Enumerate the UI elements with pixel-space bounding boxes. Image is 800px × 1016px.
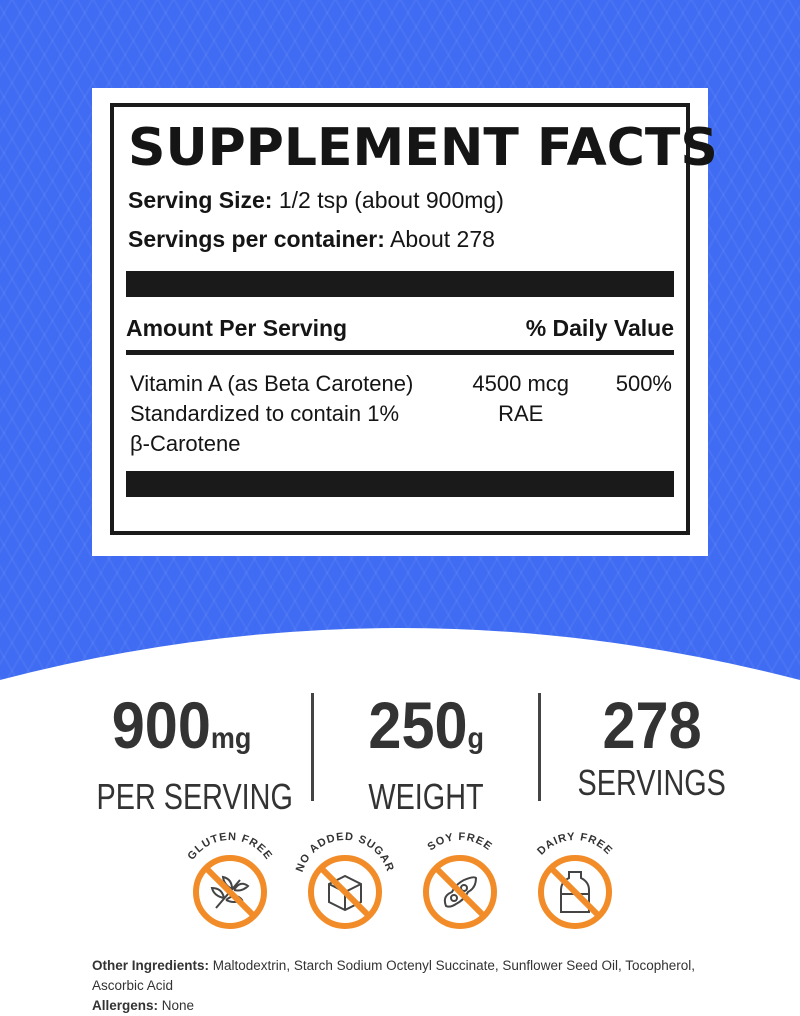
badge-soy-free: SOY FREE [405,825,515,935]
servings-per-container: Servings per container: About 278 [128,226,672,253]
stat-divider [311,693,314,801]
divider-bar [126,471,674,497]
servings-value: About 278 [390,226,495,252]
prohibition-slash-icon [433,865,487,919]
supplement-facts-label: SUPPLEMENT FACTS Serving Size: 1/2 tsp (… [92,88,718,556]
serving-size: Serving Size: 1/2 tsp (about 900mg) [128,187,672,214]
stat-unit: g [467,722,484,755]
prohibition-slash-icon [548,865,602,919]
white-curve [0,628,800,684]
stat-unit: mg [211,722,252,755]
stat-servings: 278 SERVINGS [542,690,762,804]
prohibition-circle-icon [193,855,267,929]
allergens-value: None [161,998,195,1013]
serving-size-label: Serving Size: [128,187,273,213]
table-row: Vitamin A (as Beta Carotene) Standardize… [128,355,672,469]
divider-bar [126,271,674,297]
allergens-label: Allergens: [92,998,159,1013]
badge-no-added-sugar: NO ADDED SUGAR [290,825,400,935]
stat-label: WEIGHT [368,776,484,817]
stat-label: SERVINGS [577,762,727,803]
nutrient-dv: 500% [615,371,672,396]
badges: GLUTEN FREE NO ADDED SUGAR SOY FREE DAIR… [0,825,800,935]
col-amount: Amount Per Serving [126,315,348,341]
ingredients-label: Other Ingredients: [92,958,210,973]
stat-weight: 250g WEIGHT [316,690,536,818]
other-ingredients: Other Ingredients: Maltodextrin, Starch … [92,956,712,996]
name-line: Vitamin A (as Beta Carotene) [130,371,414,396]
prohibition-circle-icon [308,855,382,929]
amount-line: RAE [498,401,544,426]
badge-label: SOY FREE [426,831,495,853]
name-line: Standardized to contain 1% [130,401,400,426]
name-line: β-Carotene [130,431,241,456]
stat-divider [538,693,541,801]
stat-label: PER SERVING [96,776,293,817]
servings-label: Servings per container: [128,226,385,252]
ingredients: Other Ingredients: Maltodextrin, Starch … [92,956,712,1016]
badge-label: DAIRY FREE [535,831,615,858]
stat-value: 278 [602,688,702,762]
prohibition-circle-icon [423,855,497,929]
soybean-icon [443,876,478,908]
nutrient-amount: 4500 mcg RAE [426,369,616,459]
prohibition-circle-icon [538,855,612,929]
nutrient-name: Vitamin A (as Beta Carotene) Standardize… [130,369,413,459]
prohibition-slash-icon [318,865,372,919]
col-daily-value: % Daily Value [525,315,674,341]
stats-row: 900mg PER SERVING 250g WEIGHT 278 SERVIN… [0,690,800,817]
stat-value: 900 [112,688,212,762]
stat-value: 250 [368,688,468,762]
amount-line: 4500 mcg [472,371,570,396]
table-header: Amount Per Serving % Daily Value [126,315,674,355]
stat-per-serving: 900mg PER SERVING [72,688,293,818]
allergens: Allergens: None [92,996,712,1016]
facts-title: SUPPLEMENT FACTS [128,118,718,178]
prohibition-slash-icon [203,865,257,919]
badge-label: NO ADDED SUGAR [294,831,396,874]
badge-dairy-free: DAIRY FREE [520,825,630,935]
serving-size-value: 1/2 tsp (about 900mg) [278,187,504,213]
badge-gluten-free: GLUTEN FREE [175,825,285,935]
ingredients-value: Maltodextrin, Starch Sodium Octenyl Succ… [92,958,696,993]
